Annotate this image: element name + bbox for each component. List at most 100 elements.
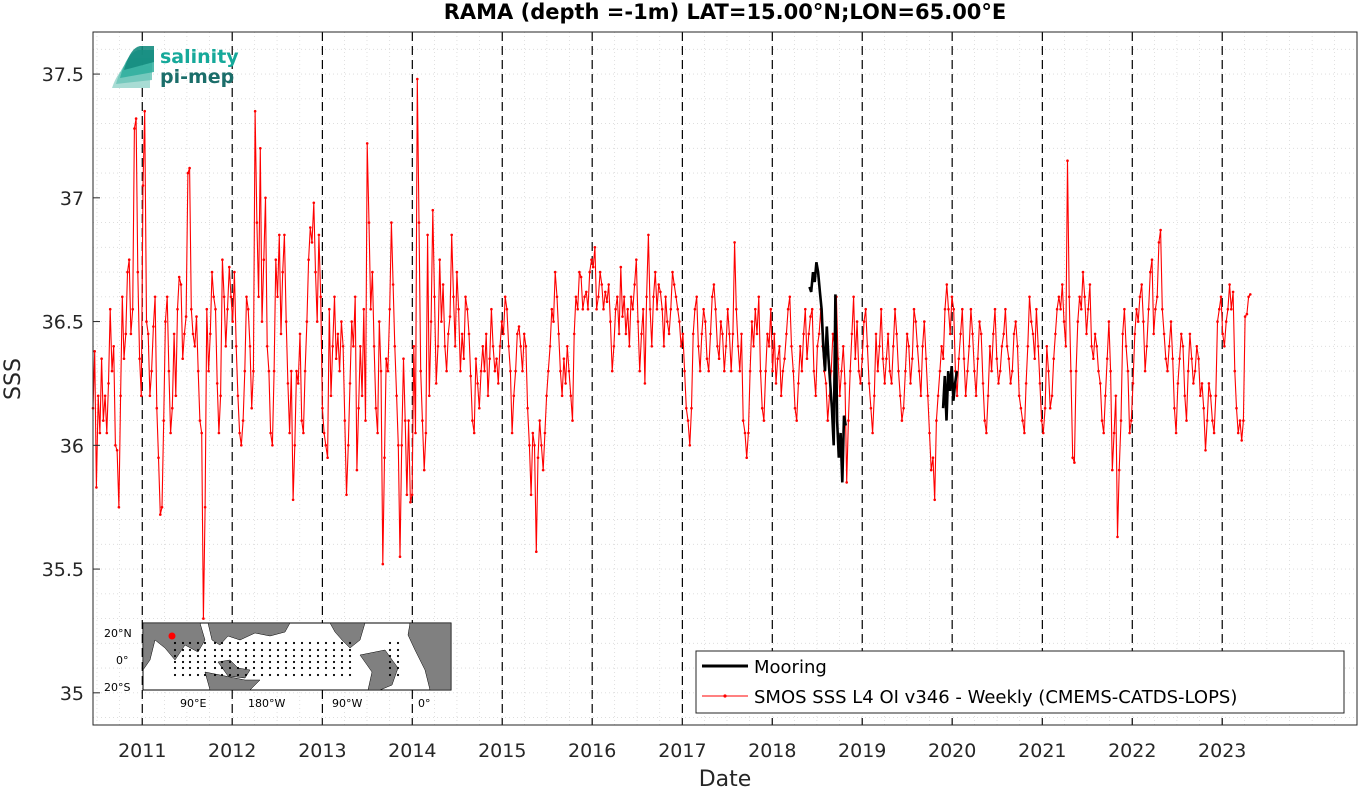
inset-mooring-dot — [268, 654, 272, 658]
smos-data-point — [260, 320, 264, 323]
smos-data-point — [911, 357, 914, 361]
inset-mooring-dot — [388, 648, 392, 652]
smos-data-point — [652, 295, 655, 299]
smos-data-point — [764, 369, 767, 373]
smos-data-point — [1150, 258, 1154, 262]
smos-data-point — [1086, 307, 1090, 311]
smos-data-point — [645, 295, 648, 299]
smos-data-point — [750, 320, 754, 323]
smos-data-point — [792, 369, 795, 373]
smos-data-point — [384, 357, 388, 361]
smos-data-point — [1149, 270, 1152, 274]
smos-data-point — [824, 382, 828, 385]
smos-data-point — [198, 419, 202, 422]
smos-data-point — [709, 332, 712, 336]
smos-data-point — [1054, 332, 1057, 336]
smos-data-point — [716, 345, 719, 348]
smos-data-point — [695, 295, 698, 299]
smos-data-point — [795, 419, 798, 422]
smos-data-point — [667, 332, 671, 336]
smos-data-point — [793, 406, 797, 410]
smos-data-point — [852, 295, 855, 299]
inset-mooring-dot — [213, 654, 217, 658]
smos-data-point — [217, 431, 221, 435]
smos-data-point — [1200, 382, 1204, 385]
inset-mooring-dot — [252, 666, 256, 670]
smos-data-point — [862, 320, 866, 323]
inset-mooring-dot — [188, 666, 192, 670]
inset-mooring-dot — [268, 648, 272, 652]
smos-data-point — [509, 369, 512, 373]
smos-data-point — [993, 307, 997, 311]
smos-data-point — [735, 307, 738, 311]
smos-data-point — [391, 283, 395, 286]
inset-mooring-dot — [340, 673, 344, 677]
smos-data-point — [766, 332, 769, 336]
smos-data-point — [1017, 394, 1021, 398]
smos-data-point — [672, 283, 676, 286]
inset-mooring-dot — [332, 654, 336, 658]
smos-data-point — [291, 498, 295, 502]
smos-data-point — [108, 307, 112, 311]
smos-data-point — [165, 295, 169, 299]
smos-data-point — [155, 406, 159, 410]
smos-data-point — [364, 419, 367, 422]
inset-mooring-dot — [292, 641, 296, 645]
inset-mooring-dot — [213, 673, 217, 677]
smos-data-point — [641, 307, 645, 311]
smos-data-point — [127, 258, 131, 262]
smos-data-point — [1105, 357, 1109, 361]
inset-mooring-dot — [244, 666, 248, 670]
smos-data-point — [702, 307, 705, 311]
smos-data-point — [1223, 345, 1226, 348]
smos-data-point — [1183, 394, 1187, 398]
inset-mooring-dot — [188, 648, 192, 652]
inset-mooring-dot — [308, 660, 312, 664]
smos-data-point — [986, 394, 990, 398]
smos-data-point — [265, 345, 269, 348]
smos-data-point — [333, 295, 336, 299]
inset-mooring-dot — [316, 648, 320, 652]
salinity-pi-mep-logo: salinity pi-mep — [112, 46, 239, 88]
smos-data-point — [810, 307, 814, 311]
smos-data-point — [307, 258, 310, 262]
smos-data-point — [121, 295, 124, 299]
smos-data-point — [447, 332, 450, 336]
inset-map: 20°N 0° 20°S 90°E 180°W 90°W 0° — [104, 622, 452, 710]
smos-data-point — [505, 307, 509, 311]
inset-mooring-dot — [308, 666, 312, 670]
smos-data-point — [774, 382, 778, 385]
smos-data-point — [876, 369, 880, 373]
inset-mooring-dot — [316, 660, 320, 664]
inset-mooring-dot — [260, 660, 264, 664]
smos-data-point — [1207, 382, 1211, 385]
smos-data-point — [196, 369, 200, 373]
smos-data-point — [690, 406, 693, 410]
smos-data-point — [779, 394, 783, 398]
smos-data-point — [854, 357, 857, 361]
smos-data-point — [1212, 431, 1216, 435]
smos-data-point — [678, 320, 681, 323]
smos-data-point — [1221, 332, 1224, 336]
smos-data-point — [1240, 439, 1243, 442]
inset-mooring-dot — [348, 641, 352, 645]
smos-data-point — [805, 357, 809, 361]
smos-data-point — [146, 332, 150, 336]
smos-data-point — [1019, 406, 1023, 410]
smos-data-point — [1199, 394, 1202, 398]
smos-data-point — [452, 295, 455, 299]
smos-data-point — [629, 295, 633, 299]
smos-data-point — [1219, 295, 1223, 299]
smos-data-point — [569, 394, 573, 398]
legend-box — [695, 650, 1345, 714]
inset-mooring-dot — [244, 654, 248, 658]
smos-data-point — [785, 332, 788, 336]
smos-data-point — [626, 307, 629, 311]
smos-data-point — [207, 369, 210, 373]
smos-data-point — [719, 320, 723, 323]
smos-data-point — [1143, 369, 1147, 373]
smos-data-point — [174, 394, 178, 398]
smos-data-point — [617, 332, 621, 336]
smos-data-point — [353, 295, 357, 299]
smos-data-point — [284, 320, 288, 323]
